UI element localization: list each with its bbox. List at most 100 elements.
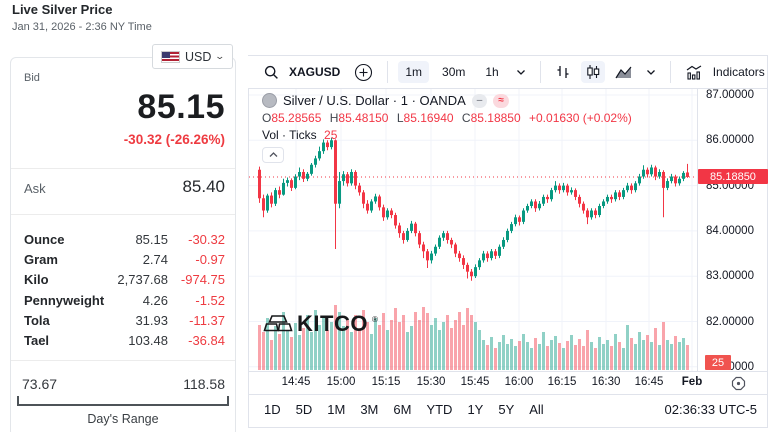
- last-price-label: 85.18850: [698, 169, 768, 184]
- unit-label: Tael: [24, 333, 50, 348]
- indicators-label[interactable]: Indicators: [712, 65, 765, 79]
- indicators-button[interactable]: [681, 62, 707, 83]
- kitco-logo-text: KITCO: [297, 311, 368, 336]
- range-1m-button[interactable]: 1M: [327, 402, 346, 417]
- bottom-bar-border: [248, 394, 768, 395]
- high-value: 85.48150: [338, 111, 389, 125]
- price-tick: 83.00000: [706, 270, 754, 282]
- toolbar-separator: [539, 61, 541, 83]
- unit-change: -0.97: [195, 252, 225, 268]
- gold-bars-icon: [263, 315, 293, 332]
- open-label: O: [262, 111, 272, 125]
- silver-coin-icon: [262, 93, 277, 108]
- legend-hide-button[interactable]: –: [471, 93, 488, 108]
- chart-legend: Silver / U.S. Dollar · 1 · OANDA – ≈ O85…: [262, 92, 632, 163]
- kitco-watermark: KITCO ®: [263, 311, 378, 336]
- close-label: C: [461, 111, 471, 125]
- candles-style-icon: [586, 65, 599, 79]
- legend-symbol-title[interactable]: Silver / U.S. Dollar · 1 · OANDA: [283, 93, 466, 108]
- unit-label: Kilo: [24, 272, 49, 288]
- symbol-search-button[interactable]: [260, 62, 283, 83]
- open-value: 85.28565: [271, 111, 322, 125]
- unit-change: -11.37: [189, 312, 225, 328]
- plus-circle-icon: [355, 63, 373, 81]
- us-flag-icon: [161, 50, 181, 63]
- range-3m-button[interactable]: 3M: [360, 402, 379, 417]
- time-tick: 16:00: [504, 376, 534, 388]
- unit-value: 2,737.68: [117, 272, 168, 288]
- time-tick: 16:45: [634, 376, 664, 388]
- time-tick: 16:30: [591, 376, 621, 388]
- symbol-name[interactable]: XAGUSD: [289, 65, 341, 79]
- price-chart[interactable]: [249, 89, 697, 371]
- day-range-bracket: [17, 396, 229, 406]
- time-tick: 16:15: [547, 376, 577, 388]
- ask-price: 85.40: [182, 177, 225, 196]
- range-ytd-button[interactable]: YTD: [426, 402, 453, 417]
- time-tick-feb: Feb: [681, 376, 703, 388]
- range-6m-button[interactable]: 6M: [393, 402, 412, 417]
- close-value: 85.18850: [470, 111, 521, 125]
- axis-settings-button[interactable]: [731, 376, 746, 396]
- time-axis-border: [248, 371, 768, 372]
- chevron-up-icon: [269, 152, 277, 157]
- time-tick: 14:45: [281, 376, 311, 388]
- time-tick: 15:15: [371, 376, 401, 388]
- bid-price: 85.15: [137, 88, 225, 126]
- day-range-low: 73.67: [22, 376, 58, 392]
- range-5d-button[interactable]: 5D: [295, 402, 313, 417]
- interval-1m-button[interactable]: 1m: [398, 61, 430, 83]
- unit-label: Tola: [24, 312, 50, 328]
- price-tick: 84.00000: [706, 225, 754, 237]
- legend-volume-row: Vol · Ticks 25: [262, 128, 632, 144]
- day-range-high: 118.58: [183, 376, 225, 392]
- range-all-button[interactable]: All: [529, 402, 544, 417]
- style-menu-button[interactable]: [642, 65, 660, 79]
- volume-value: 25: [324, 128, 338, 142]
- chart-toolbar: XAGUSD 1m 30m 1h Indicators: [248, 56, 767, 89]
- range-1d-button[interactable]: 1D: [264, 402, 281, 417]
- low-label: L: [396, 111, 404, 125]
- change-value: +0.01630 (+0.02%): [529, 111, 632, 125]
- unit-change: -1.52: [195, 292, 225, 308]
- divider: [11, 168, 235, 169]
- interval-30m-button[interactable]: 30m: [442, 65, 466, 79]
- interval-1h-button[interactable]: 1h: [485, 65, 499, 79]
- area-style-button[interactable]: [611, 62, 636, 82]
- price-axis-border: [697, 89, 698, 371]
- page-title: Live Silver Price: [12, 2, 113, 17]
- bid-change: -30.32 (-26.26%): [123, 132, 225, 147]
- toolbar-separator: [669, 61, 671, 83]
- gear-icon: [731, 376, 746, 391]
- toolbar-separator: [387, 61, 389, 83]
- unit-value: 31.93: [135, 312, 168, 328]
- chevron-down-icon: [646, 70, 655, 75]
- bars-style-icon: [557, 66, 569, 78]
- range-5y-button[interactable]: 5Y: [498, 402, 515, 417]
- chart-clock[interactable]: 02:36:33 UTC-5: [664, 402, 758, 417]
- interval-menu-button[interactable]: [512, 65, 530, 79]
- legend-collapse-button[interactable]: [262, 147, 284, 163]
- unit-change: -30.32: [188, 232, 225, 247]
- ask-label: Ask: [24, 181, 46, 196]
- unit-change: -974.75: [180, 272, 225, 288]
- day-range-label: Day's Range: [87, 412, 159, 426]
- candles-style-button[interactable]: [580, 61, 605, 83]
- indicators-icon: [686, 64, 702, 80]
- bars-style-button[interactable]: [551, 61, 575, 83]
- unit-value: 2.74: [142, 252, 168, 268]
- price-tick: 86.00000: [706, 134, 754, 146]
- currency-selector[interactable]: USD ⌄: [152, 44, 233, 69]
- unit-change: -36.84: [188, 333, 225, 348]
- search-icon: [264, 65, 278, 79]
- unit-label: Ounce: [24, 232, 65, 247]
- unit-value: 103.48: [128, 333, 168, 348]
- market-status-icon[interactable]: ≈: [493, 93, 509, 108]
- divider: [11, 360, 235, 361]
- compare-add-button[interactable]: [350, 60, 377, 85]
- price-tick: 87.00000: [706, 89, 754, 101]
- legend-ohlc-row: O85.28565 H85.48150 L85.16940 C85.18850 …: [262, 111, 632, 127]
- chevron-down-icon: [516, 70, 525, 75]
- range-1y-button[interactable]: 1Y: [467, 402, 484, 417]
